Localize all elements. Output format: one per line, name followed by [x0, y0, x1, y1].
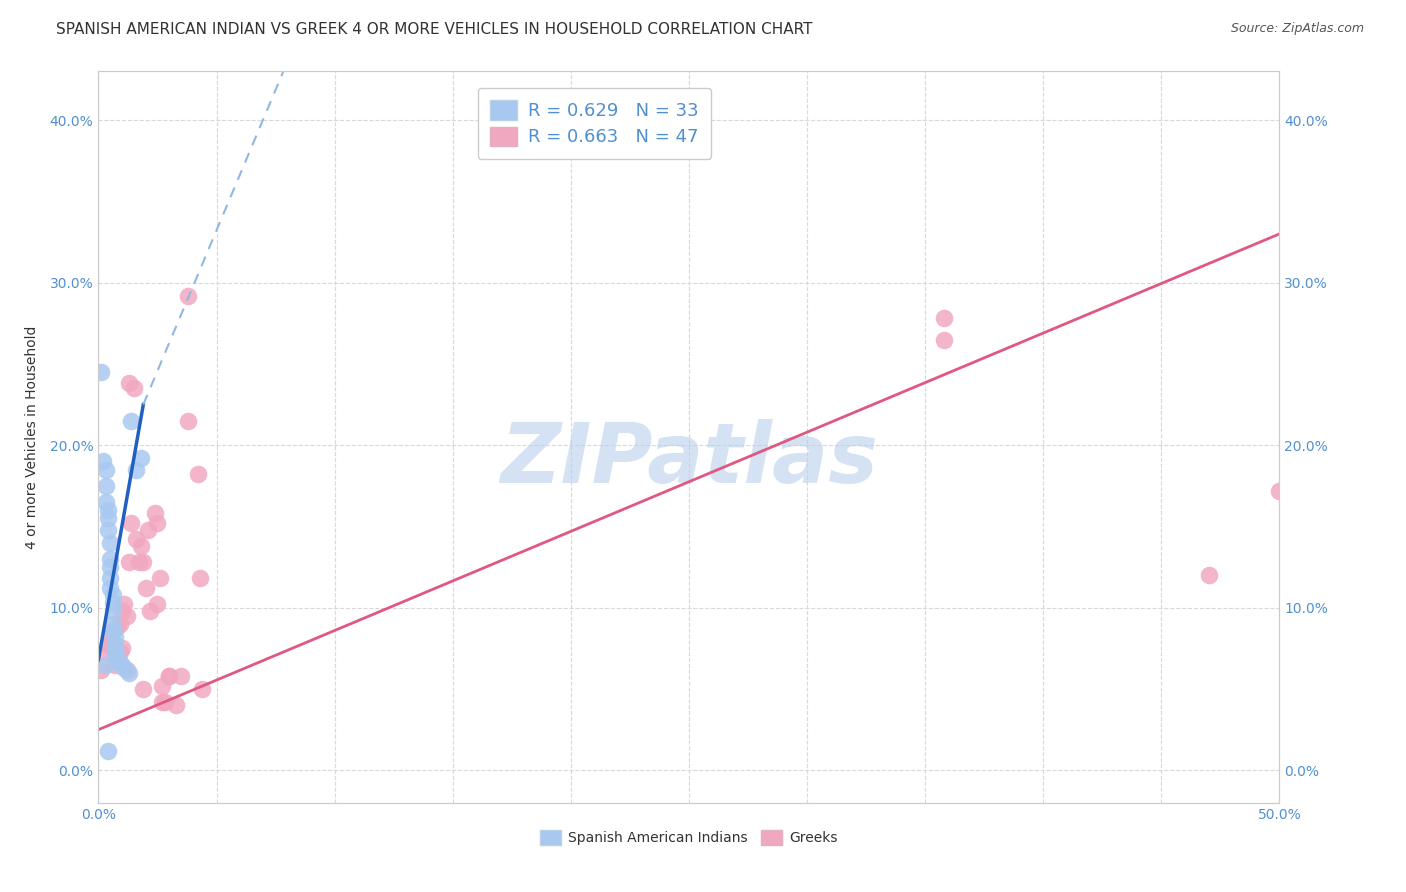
Point [112, 598, 135, 612]
Point [146, 598, 169, 612]
Point [1198, 568, 1220, 582]
Point [101, 588, 124, 602]
Point [112, 661, 135, 675]
Point [104, 630, 127, 644]
Point [932, 311, 955, 326]
Point [101, 604, 124, 618]
Point [132, 681, 155, 696]
Point [108, 656, 131, 670]
Point [91, 454, 114, 468]
Point [149, 572, 172, 586]
Point [157, 669, 180, 683]
Point [101, 596, 124, 610]
Point [153, 695, 176, 709]
Point [94, 495, 117, 509]
Point [932, 333, 955, 347]
Point [111, 657, 134, 672]
Point [90, 663, 112, 677]
Point [105, 620, 128, 634]
Point [143, 507, 166, 521]
Point [101, 624, 124, 638]
Point [108, 617, 131, 632]
Point [125, 462, 148, 476]
Text: SPANISH AMERICAN INDIAN VS GREEK 4 OR MORE VEHICLES IN HOUSEHOLD CORRELATION CHA: SPANISH AMERICAN INDIAN VS GREEK 4 OR MO… [56, 22, 813, 37]
Point [111, 641, 134, 656]
Text: Source: ZipAtlas.com: Source: ZipAtlas.com [1230, 22, 1364, 36]
Point [125, 533, 148, 547]
Point [157, 669, 180, 683]
Point [98, 630, 121, 644]
Point [146, 516, 169, 531]
Point [132, 555, 155, 569]
Point [115, 608, 138, 623]
Point [105, 653, 128, 667]
Point [97, 744, 120, 758]
Point [98, 552, 121, 566]
Point [90, 365, 112, 379]
Point [105, 653, 128, 667]
Point [122, 381, 145, 395]
Point [111, 604, 134, 618]
Point [128, 555, 150, 569]
Text: ZIPatlas: ZIPatlas [501, 418, 877, 500]
Point [97, 511, 120, 525]
Point [101, 624, 124, 638]
Point [101, 617, 124, 632]
Point [150, 695, 173, 709]
Point [129, 539, 152, 553]
Point [94, 462, 117, 476]
Point [104, 641, 127, 656]
Point [177, 414, 200, 428]
Point [97, 503, 120, 517]
Point [118, 376, 141, 391]
Point [187, 467, 209, 482]
Point [170, 669, 193, 683]
Point [115, 663, 138, 677]
Point [177, 288, 200, 302]
Point [104, 657, 127, 672]
Y-axis label: 4 or more Vehicles in Household: 4 or more Vehicles in Household [24, 326, 38, 549]
Point [98, 581, 121, 595]
Point [98, 560, 121, 574]
Point [121, 414, 143, 428]
Point [105, 649, 128, 664]
Point [188, 572, 211, 586]
Legend: Spanish American Indians, Greeks: Spanish American Indians, Greeks [534, 824, 844, 851]
Point [118, 665, 141, 680]
Point [97, 636, 120, 650]
Point [94, 657, 117, 672]
Point [94, 646, 117, 660]
Point [98, 572, 121, 586]
Point [1268, 483, 1291, 498]
Point [136, 523, 159, 537]
Point [108, 645, 131, 659]
Point [135, 581, 157, 595]
Point [121, 516, 143, 531]
Point [118, 555, 141, 569]
Point [150, 679, 173, 693]
Point [97, 523, 120, 537]
Point [191, 681, 214, 696]
Point [129, 451, 152, 466]
Point [165, 698, 187, 713]
Point [104, 636, 127, 650]
Point [139, 604, 162, 618]
Point [104, 646, 127, 660]
Point [94, 479, 117, 493]
Point [98, 535, 121, 549]
